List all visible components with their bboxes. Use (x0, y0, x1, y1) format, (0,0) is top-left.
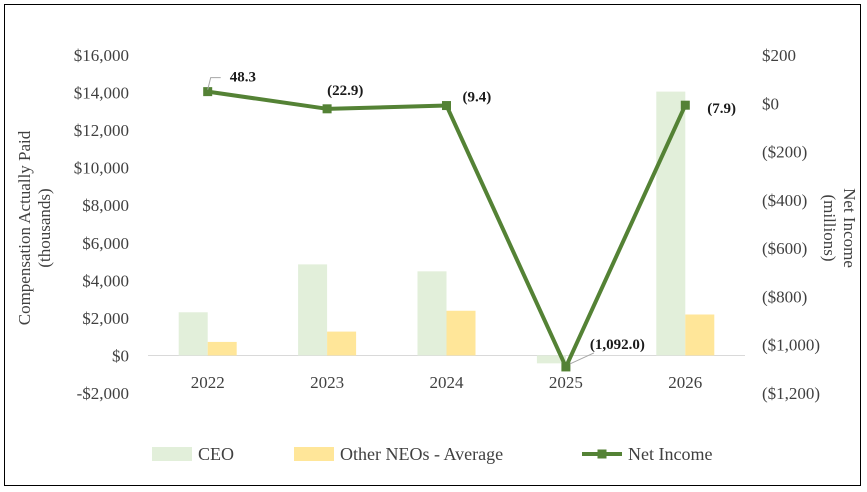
legend-label-ceo: CEO (198, 444, 234, 464)
x-tick-label-2023: 2023 (310, 373, 344, 392)
left-tick-label: -$2,000 (77, 384, 129, 403)
bar-ceo-2024 (417, 271, 447, 356)
legend-label-net-income: Net Income (628, 444, 712, 464)
x-tick-label-2025: 2025 (549, 373, 583, 392)
right-tick-label: ($600) (762, 239, 807, 258)
x-tick-label-2024: 2024 (430, 373, 465, 392)
right-tick-label: ($1,200) (762, 384, 820, 403)
bar-ceo-2022 (178, 312, 208, 356)
left-tick-label: $8,000 (82, 196, 129, 215)
left-tick-label: $16,000 (74, 46, 129, 65)
bar-ceo-2023 (298, 264, 328, 356)
bar-other-neos-2026 (685, 314, 715, 356)
left-tick-label: $2,000 (82, 309, 129, 328)
net-income-marker-2022 (203, 87, 213, 97)
right-tick-label: ($400) (762, 191, 807, 210)
bar-other-neos-2024 (446, 310, 476, 356)
net-income-marker-2026 (680, 100, 690, 110)
net-income-marker-2025 (561, 362, 571, 372)
left-axis-subtitle: (thousands) (35, 188, 54, 267)
x-tick-label-2022: 2022 (191, 373, 225, 392)
right-tick-label: ($800) (762, 287, 807, 306)
left-tick-label: $10,000 (74, 159, 129, 178)
chart-frame (4, 4, 861, 486)
net-income-data-label-2026: (7.9) (707, 101, 736, 117)
left-tick-label: $12,000 (74, 121, 129, 140)
bar-ceo-2026 (656, 91, 686, 356)
net-income-marker-2023 (322, 104, 332, 114)
legend-swatch-net-income-marker (597, 449, 607, 459)
legend-label-other-neos: Other NEOs - Average (340, 444, 503, 464)
net-income-data-label-2022: 48.3 (230, 70, 256, 86)
legend-swatch-ceo (152, 447, 192, 461)
net-income-data-label-2025: (1,092.0) (590, 337, 645, 353)
right-tick-label: ($200) (762, 143, 807, 162)
left-tick-label: $4,000 (82, 271, 129, 290)
bar-ceo-2025 (536, 355, 566, 364)
bar-other-neos-2023 (327, 331, 357, 356)
x-tick-label-2026: 2026 (668, 373, 702, 392)
bar-other-neos-2022 (207, 341, 237, 356)
right-tick-label: ($1,000) (762, 336, 820, 355)
left-tick-label: $0 (112, 346, 129, 365)
right-axis-subtitle: (millions) (820, 194, 839, 261)
legend-swatch-other-neos (294, 447, 334, 461)
net-income-marker-2024 (442, 101, 451, 111)
right-axis-title: Net Income (840, 188, 859, 268)
left-tick-label: $14,000 (74, 84, 129, 103)
right-tick-label: $200 (762, 46, 796, 65)
left-axis-title: Compensation Actually Paid (15, 130, 34, 325)
net-income-data-label-2023: (22.9) (327, 83, 363, 99)
net-income-data-label-2024: (9.4) (463, 90, 492, 106)
left-tick-label: $6,000 (82, 234, 129, 253)
leader-line-2022 (207, 77, 221, 90)
leader-line-2025 (569, 352, 595, 365)
right-tick-label: $0 (762, 94, 779, 113)
